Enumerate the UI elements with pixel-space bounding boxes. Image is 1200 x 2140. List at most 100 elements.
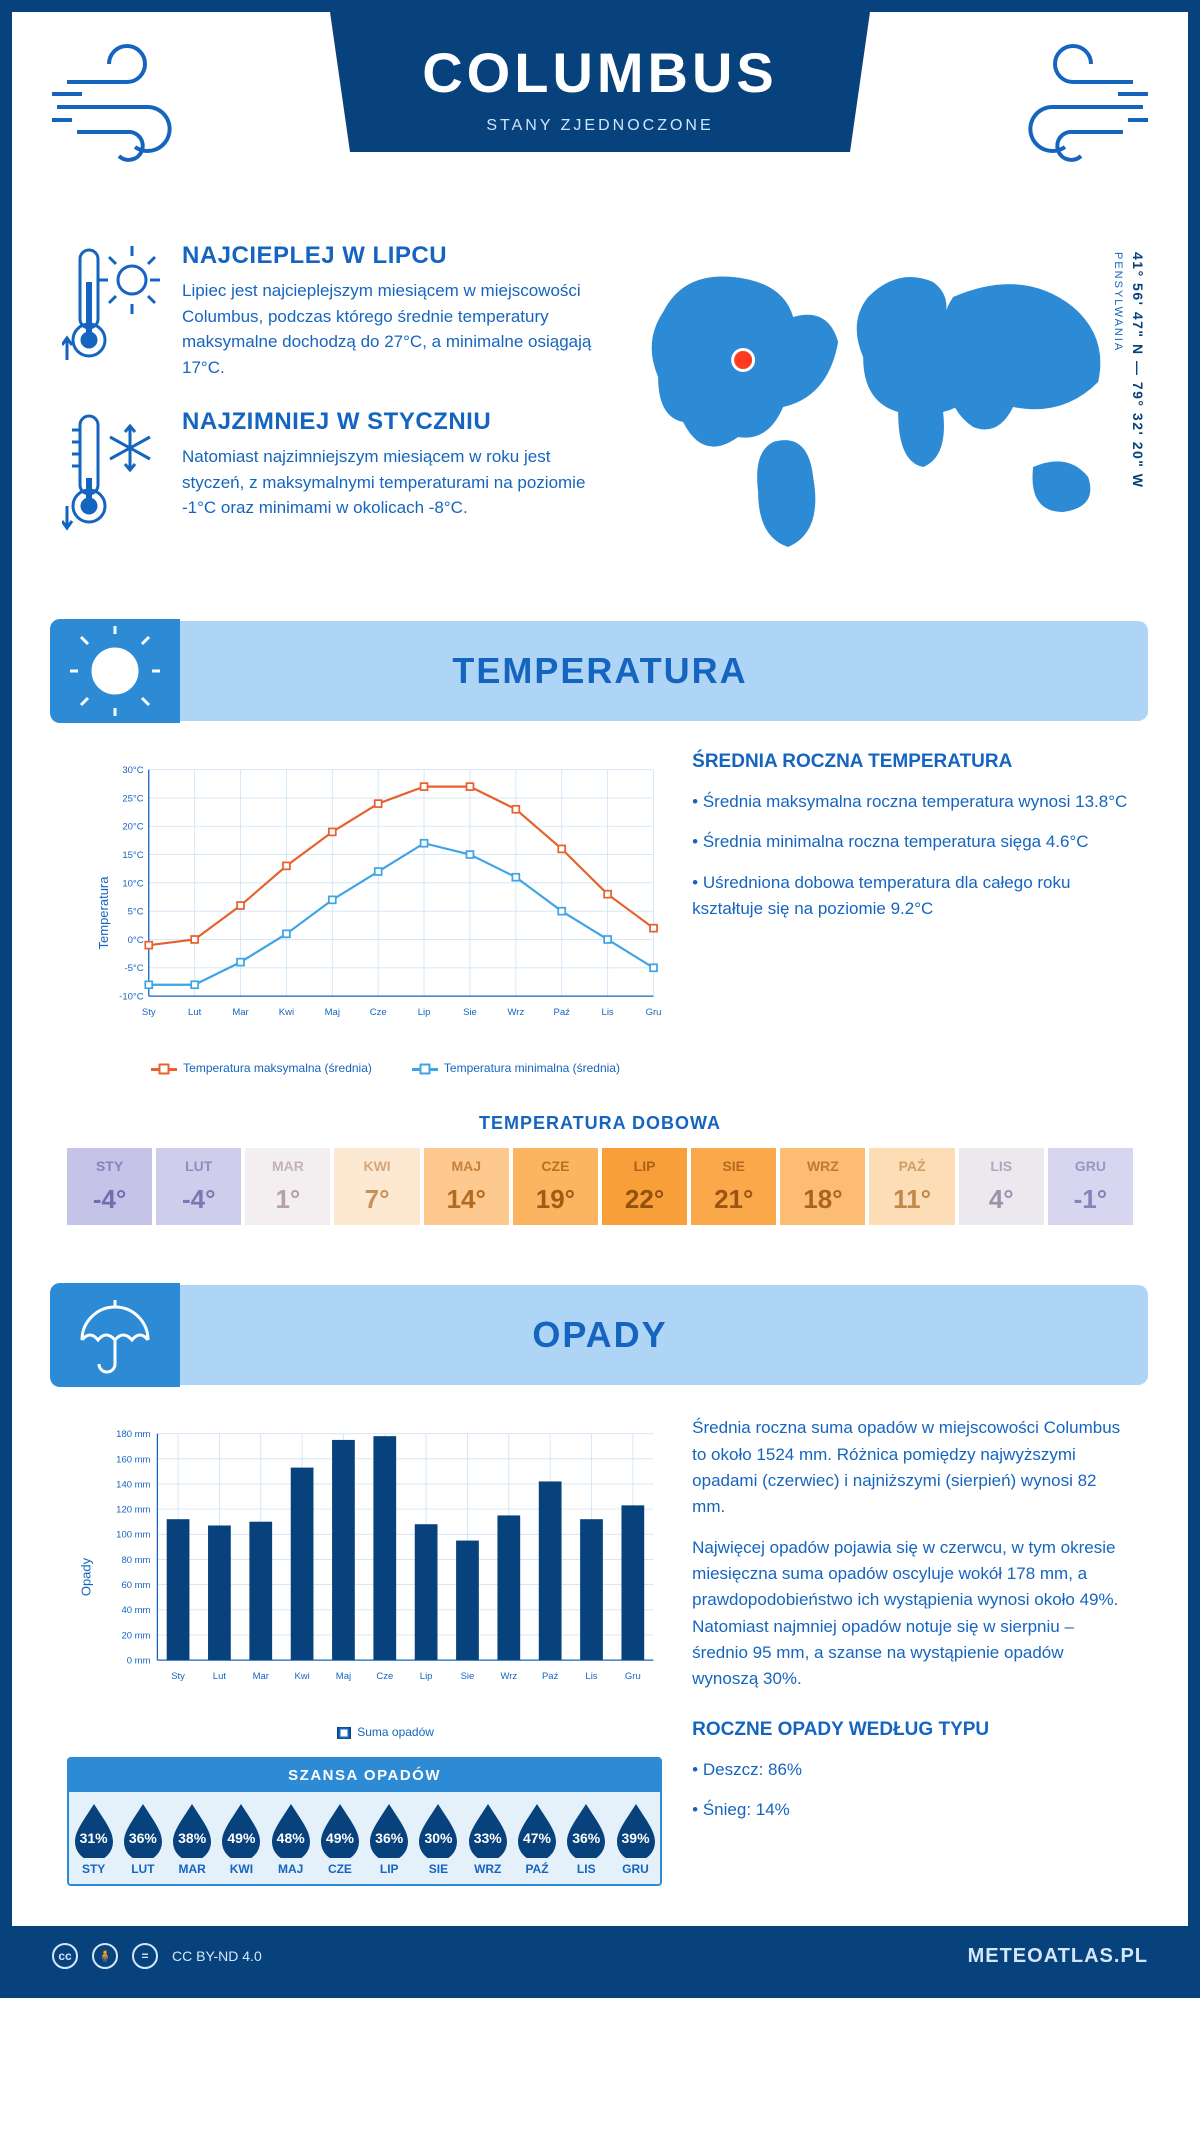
precip-chart-legend: Suma opadów (109, 1725, 662, 1739)
banner-temperature-title: TEMPERATURA (452, 650, 747, 692)
precip-paragraphs: Średnia roczna suma opadów w miejscowośc… (692, 1415, 1133, 1692)
daily-temp-grid: STY-4°LUT-4°MAR1°KWI7°MAJ14°CZE19°LIP22°… (12, 1148, 1188, 1265)
svg-text:Wrz: Wrz (500, 1671, 517, 1682)
precip-chance-cell: 47% PAŹ (512, 1792, 561, 1884)
thermometer-snow-icon (62, 408, 162, 543)
daily-temp-cell: LUT-4° (156, 1148, 241, 1225)
svg-text:140 mm: 140 mm (116, 1480, 150, 1491)
fact-coldest-title: NAJZIMNIEJ W STYCZNIU (182, 408, 598, 436)
temp-summary-item: Uśredniona dobowa temperatura dla całego… (692, 870, 1133, 923)
precip-chart: Opady 0 mm20 mm40 mm60 mm80 mm100 mm120 … (67, 1415, 662, 1739)
svg-text:Cze: Cze (376, 1671, 393, 1682)
wind-right-icon (988, 42, 1148, 177)
footer-license-text: CC BY-ND 4.0 (172, 1948, 262, 1964)
footer-site: METEOATLAS.PL (968, 1945, 1148, 1968)
svg-text:15°C: 15°C (122, 850, 143, 861)
banner-precip: OPADY (52, 1285, 1148, 1385)
cc-icon: cc (52, 1943, 78, 1969)
svg-text:0 mm: 0 mm (127, 1656, 151, 1667)
svg-text:Lip: Lip (418, 1007, 431, 1018)
sun-badge-icon (50, 619, 180, 723)
svg-text:Cze: Cze (370, 1007, 387, 1018)
world-map (628, 242, 1138, 562)
thermometer-sun-icon (62, 242, 162, 380)
title-ribbon: COLUMBUS STANY ZJEDNOCZONE (290, 12, 910, 232)
svg-text:80 mm: 80 mm (121, 1555, 150, 1566)
precip-chance-cell: 39% GRU (611, 1792, 660, 1884)
svg-text:Sie: Sie (463, 1007, 477, 1018)
svg-text:40 mm: 40 mm (121, 1605, 150, 1616)
svg-text:Lip: Lip (420, 1671, 433, 1682)
svg-text:Sty: Sty (171, 1671, 185, 1682)
svg-text:5°C: 5°C (128, 907, 144, 918)
footer-license: cc 🧍 = CC BY-ND 4.0 (52, 1943, 262, 1969)
svg-text:-5°C: -5°C (124, 963, 143, 974)
precip-chance-cell: 49% KWI (217, 1792, 266, 1884)
svg-text:Gru: Gru (625, 1671, 641, 1682)
precip-chance-cell: 33% WRZ (463, 1792, 512, 1884)
banner-precip-title: OPADY (532, 1314, 667, 1356)
precip-chart-ylabel: Opady (79, 1558, 94, 1596)
daily-temp-cell: KWI7° (334, 1148, 419, 1225)
svg-text:120 mm: 120 mm (116, 1505, 150, 1516)
daily-temp-cell: SIE21° (691, 1148, 776, 1225)
wind-left-icon (52, 42, 212, 177)
svg-text:-10°C: -10°C (119, 992, 144, 1003)
precip-chance-cell: 49% CZE (315, 1792, 364, 1884)
svg-text:Lut: Lut (188, 1007, 202, 1018)
svg-text:25°C: 25°C (122, 793, 143, 804)
precip-chance-cell: 30% SIE (414, 1792, 463, 1884)
svg-text:Lis: Lis (602, 1007, 614, 1018)
svg-text:Kwi: Kwi (279, 1007, 294, 1018)
svg-text:Paź: Paź (542, 1671, 559, 1682)
footer: cc 🧍 = CC BY-ND 4.0 METEOATLAS.PL (12, 1926, 1188, 1986)
svg-text:30°C: 30°C (122, 765, 143, 776)
svg-text:Sie: Sie (461, 1671, 475, 1682)
daily-temp-cell: LIS4° (959, 1148, 1044, 1225)
temp-summary-item: Średnia maksymalna roczna temperatura wy… (692, 789, 1133, 815)
precip-chance-cell: 48% MAJ (266, 1792, 315, 1884)
precip-row: Opady 0 mm20 mm40 mm60 mm80 mm100 mm120 … (12, 1415, 1188, 1886)
svg-text:Wrz: Wrz (507, 1007, 524, 1018)
temp-summary-list: Średnia maksymalna roczna temperatura wy… (692, 789, 1133, 922)
daily-temp-cell: WRZ18° (780, 1148, 865, 1225)
daily-temp-cell: LIP22° (602, 1148, 687, 1225)
svg-text:160 mm: 160 mm (116, 1454, 150, 1465)
precip-bytype-item: Deszcz: 86% (692, 1757, 1133, 1783)
precip-chance-cell: 36% LIS (562, 1792, 611, 1884)
umbrella-badge-icon (50, 1283, 180, 1387)
daily-temp-cell: STY-4° (67, 1148, 152, 1225)
legend-max: Temperatura maksymalna (średnia) (183, 1061, 372, 1075)
legend-precip: Suma opadów (357, 1725, 434, 1739)
precip-chance-cell: 31% STY (69, 1792, 118, 1884)
fact-coldest-text: Natomiast najzimniejszym miesiącem w rok… (182, 444, 598, 521)
daily-temp-cell: PAŹ11° (869, 1148, 954, 1225)
header: COLUMBUS STANY ZJEDNOCZONE (12, 12, 1188, 232)
precip-chance-title: SZANSA OPADÓW (69, 1759, 660, 1792)
by-icon: 🧍 (92, 1943, 118, 1969)
precip-paragraph: Średnia roczna suma opadów w miejscowośc… (692, 1415, 1133, 1520)
city-title: COLUMBUS (422, 41, 778, 104)
svg-text:Kwi: Kwi (294, 1671, 309, 1682)
intro-section: NAJCIEPLEJ W LIPCU Lipiec jest najcieple… (12, 232, 1188, 601)
svg-text:180 mm: 180 mm (116, 1429, 150, 1440)
nd-icon: = (132, 1943, 158, 1969)
svg-text:Gru: Gru (646, 1007, 662, 1018)
fact-hottest-text: Lipiec jest najcieplejszym miesiącem w m… (182, 278, 598, 380)
temperature-chart: Temperatura -10°C-5°C0°C5°C10°C15°C20°C2… (67, 751, 662, 1075)
precip-chance-cell: 36% LIP (365, 1792, 414, 1884)
fact-hottest-title: NAJCIEPLEJ W LIPCU (182, 242, 598, 270)
fact-hottest: NAJCIEPLEJ W LIPCU Lipiec jest najcieple… (62, 242, 598, 380)
svg-text:Paź: Paź (554, 1007, 571, 1018)
svg-text:20°C: 20°C (122, 822, 143, 833)
precip-paragraph: Najwięcej opadów pojawia się w czerwcu, … (692, 1535, 1133, 1693)
country-subtitle: STANY ZJEDNOCZONE (486, 117, 713, 134)
temperature-row: Temperatura -10°C-5°C0°C5°C10°C15°C20°C2… (12, 751, 1188, 1075)
svg-text:0°C: 0°C (128, 935, 144, 946)
svg-text:60 mm: 60 mm (121, 1580, 150, 1591)
svg-text:20 mm: 20 mm (121, 1631, 150, 1642)
daily-temp-cell: MAR1° (245, 1148, 330, 1225)
precip-chance-cell: 38% MAR (168, 1792, 217, 1884)
banner-temperature: TEMPERATURA (52, 621, 1148, 721)
temp-summary-item: Średnia minimalna roczna temperatura się… (692, 829, 1133, 855)
